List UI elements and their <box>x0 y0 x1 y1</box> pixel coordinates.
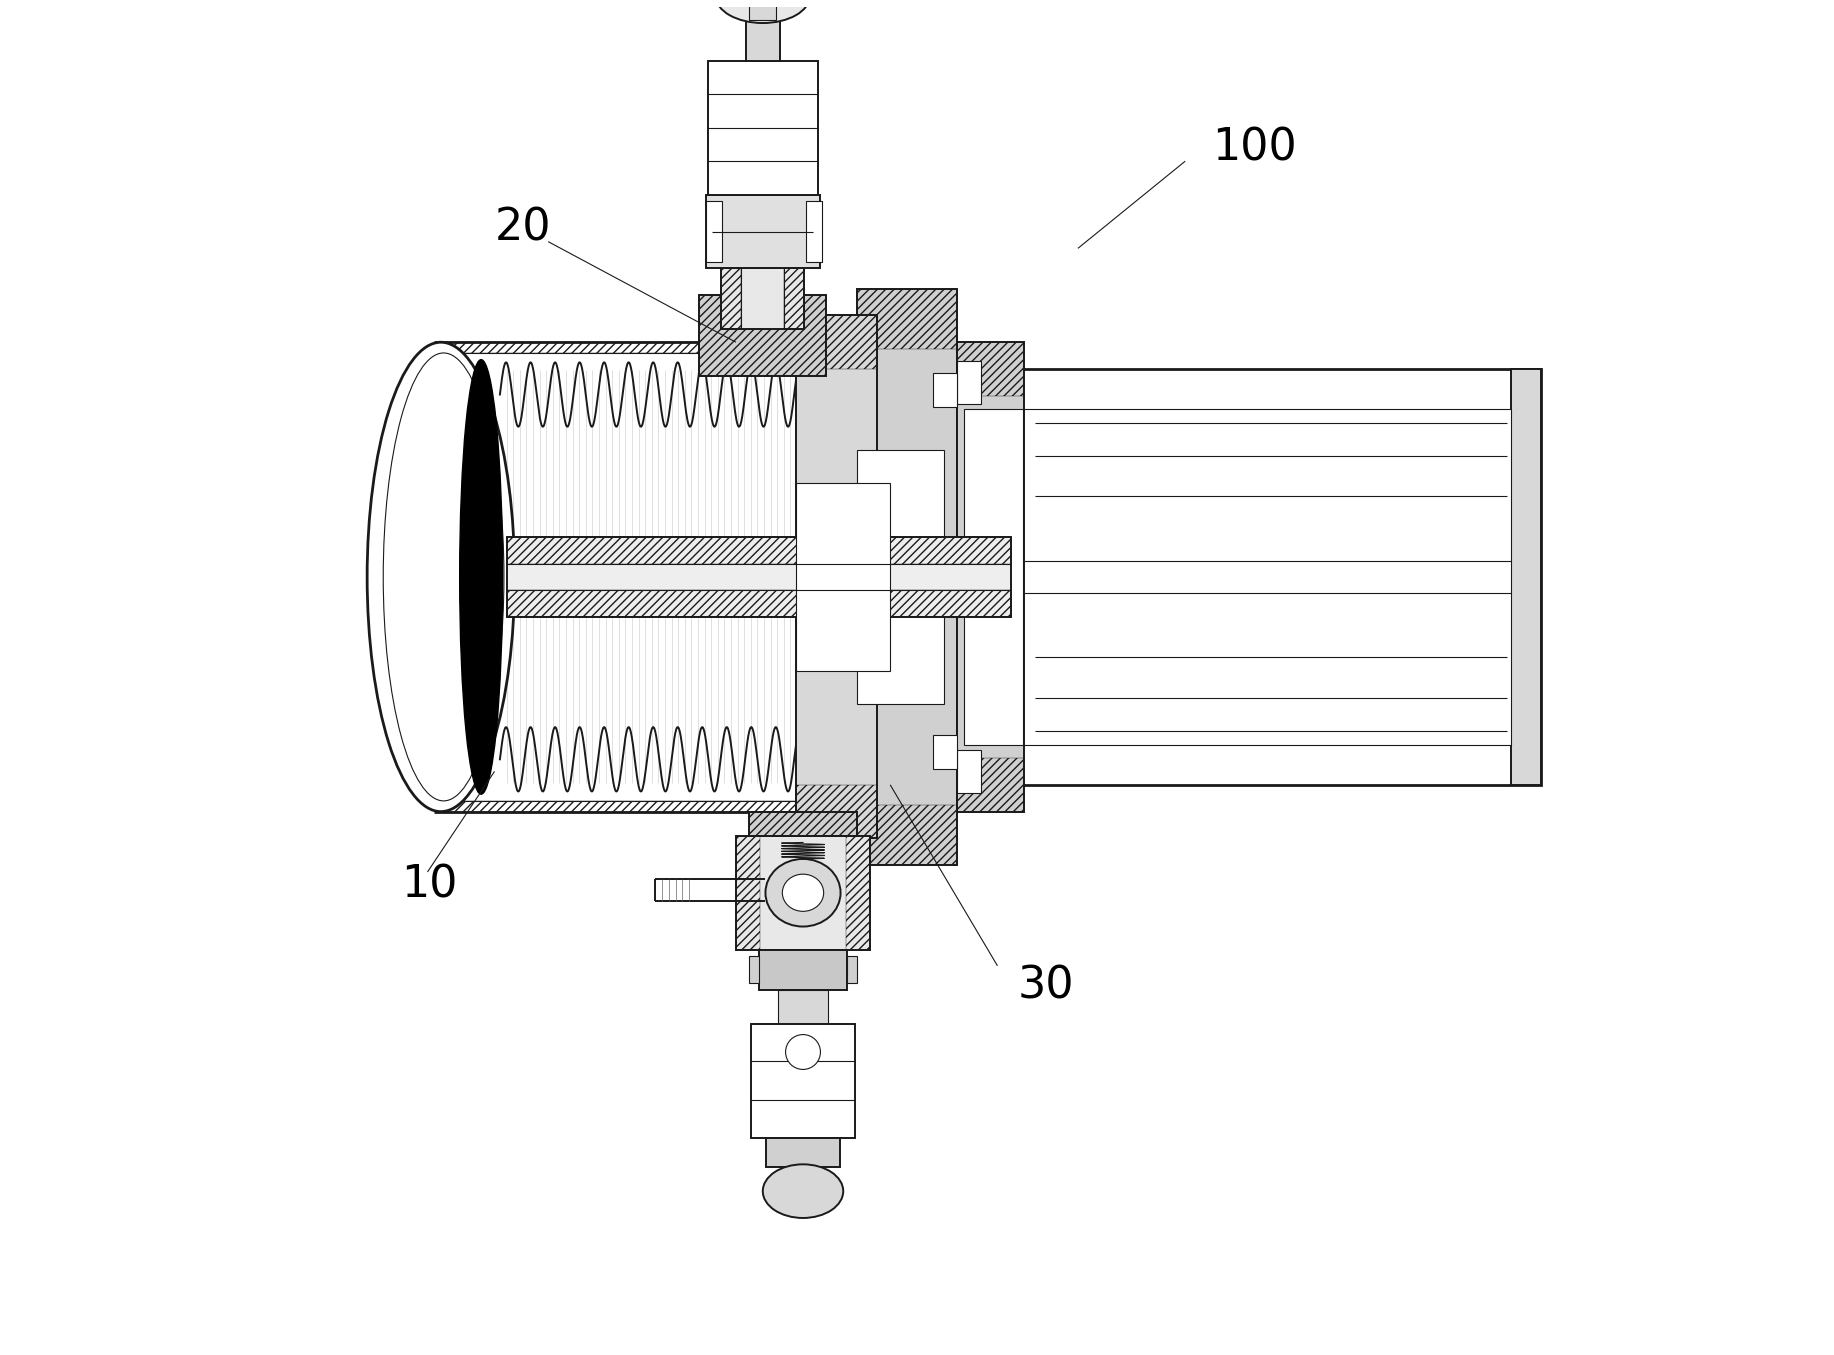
Bar <box>706 195 820 268</box>
Bar <box>440 801 877 812</box>
Bar <box>750 812 856 836</box>
Ellipse shape <box>785 1035 820 1069</box>
Bar <box>845 836 869 950</box>
Ellipse shape <box>715 0 811 23</box>
Bar <box>699 295 827 375</box>
Bar <box>750 1023 855 1137</box>
Bar <box>721 268 741 329</box>
Bar <box>847 957 856 984</box>
Bar <box>1511 369 1541 785</box>
Bar <box>957 360 981 404</box>
Bar <box>748 957 759 984</box>
Bar <box>856 450 945 705</box>
Bar <box>506 537 1011 617</box>
Bar <box>778 991 829 1023</box>
Bar <box>750 812 856 836</box>
Bar <box>506 591 1011 617</box>
Bar <box>706 202 723 262</box>
Ellipse shape <box>765 859 840 927</box>
Bar <box>735 836 759 950</box>
Bar <box>506 537 1011 564</box>
Ellipse shape <box>763 1164 844 1218</box>
Bar <box>440 343 877 352</box>
Bar <box>767 1137 840 1167</box>
Bar <box>746 20 779 61</box>
Bar <box>957 343 1023 812</box>
Bar <box>934 736 957 768</box>
Bar <box>796 316 877 369</box>
Bar <box>934 373 957 406</box>
Text: 20: 20 <box>495 207 552 249</box>
Bar <box>957 343 1023 396</box>
Bar <box>965 409 1023 744</box>
Bar <box>856 289 957 350</box>
Ellipse shape <box>783 874 823 912</box>
Bar <box>796 316 877 839</box>
Bar <box>796 482 889 671</box>
Bar <box>796 785 877 839</box>
Text: 30: 30 <box>1018 965 1075 1008</box>
Bar <box>957 369 1541 785</box>
Bar <box>785 268 805 329</box>
Ellipse shape <box>367 343 515 812</box>
Bar <box>856 805 957 866</box>
Bar <box>807 202 822 262</box>
Bar <box>759 950 847 991</box>
Ellipse shape <box>460 359 503 794</box>
Bar <box>1022 409 1511 744</box>
Bar <box>735 836 869 950</box>
Bar <box>708 61 818 195</box>
Bar <box>856 289 957 866</box>
Bar <box>957 749 981 793</box>
Bar <box>721 268 805 329</box>
Bar <box>699 295 827 375</box>
Ellipse shape <box>383 352 504 801</box>
Text: 10: 10 <box>400 864 457 906</box>
Bar <box>957 757 1023 812</box>
Text: 100: 100 <box>1212 126 1297 169</box>
Bar <box>750 0 776 20</box>
